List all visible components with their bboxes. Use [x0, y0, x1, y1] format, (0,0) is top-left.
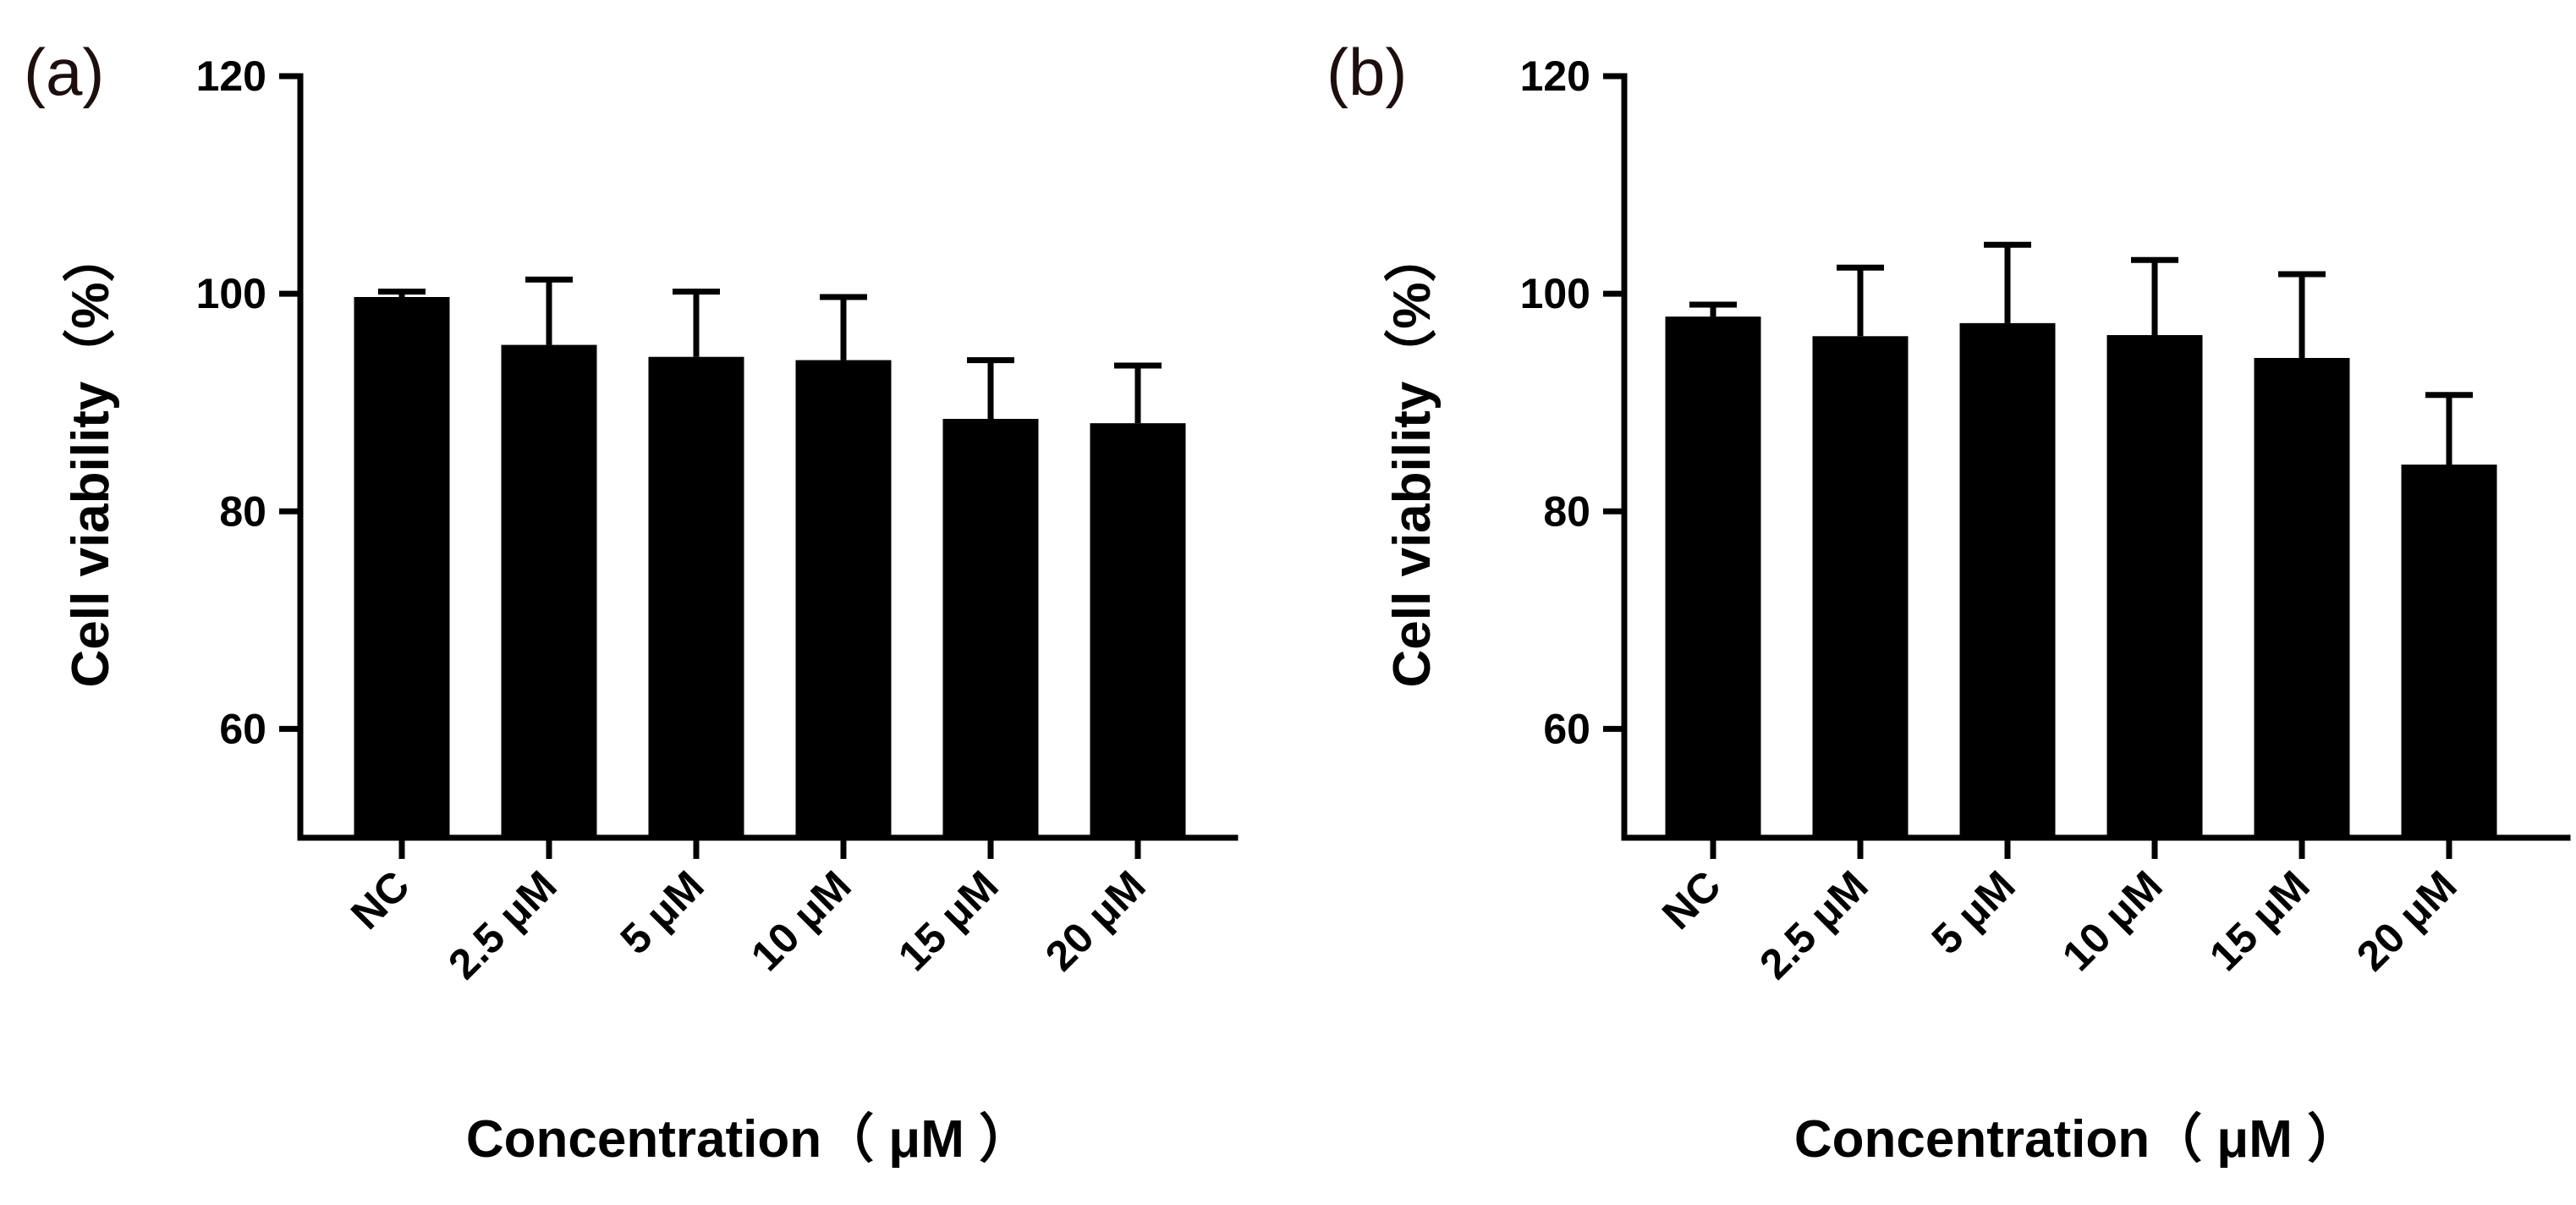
panel-a: (a) 60 80 100 120 NC 2.5 μM 5 μM 10 μM 15 μM 20 μ…: [24, 35, 1239, 1169]
x-tick-label-a-2: 5 μM: [612, 861, 713, 963]
plot-area-a: 60 80 100 120 NC 2.5 μM 5 μM 10 μM 15 μM 20 μM: [196, 52, 1239, 988]
y-tick-label-b-100: 100: [1520, 270, 1590, 317]
y-tick-label-b-60: 60: [1543, 705, 1590, 752]
y-tick-label-a-80: 80: [219, 487, 266, 535]
x-axis-title-b: Concentration（ μM ）: [1794, 1109, 2359, 1169]
x-tick-label-b-0: NC: [1653, 861, 1730, 938]
y-tick-label-b-120: 120: [1520, 52, 1590, 100]
x-tick-label-a-0: NC: [342, 861, 419, 938]
x-tick-label-b-3: 10 μM: [2053, 861, 2172, 980]
x-tick-label-a-1: 2.5 μM: [439, 861, 566, 988]
x-tick-label-b-5: 20 μM: [2348, 861, 2466, 980]
bar-b-4: [2254, 358, 2350, 838]
bar-a-5: [1090, 423, 1186, 838]
x-tick-label-a-5: 20 μM: [1036, 861, 1155, 980]
bar-b-3: [2106, 335, 2203, 838]
x-tick-label-b-2: 5 μM: [1923, 861, 2024, 963]
plot-area-b: 60 80 100 120 NC 2.5 μM 5 μM 10 μM 15 μM 20 μM: [1520, 52, 2571, 988]
bar-a-1: [501, 344, 597, 839]
panel-b: (b) 60 80 100 120 NC 2.5 μM 5 μM 10 μM 15 μM 20 μ…: [1326, 35, 2571, 1169]
y-tick-label-a-120: 120: [196, 52, 266, 100]
bar-b-5: [2401, 465, 2497, 838]
bar-b-2: [1959, 322, 2056, 838]
y-tick-label-b-80: 80: [1543, 487, 1590, 535]
bar-a-4: [942, 419, 1039, 838]
y-tick-label-a-60: 60: [219, 705, 266, 752]
y-axis-title-b: Cell viability（%）: [1382, 230, 1442, 688]
x-tick-label-a-4: 15 μM: [889, 861, 1008, 980]
bar-b-1: [1812, 336, 1909, 838]
bar-b-0: [1665, 316, 1761, 839]
panel-label-a: (a): [24, 35, 104, 109]
y-axis-title-a: Cell viability（%）: [61, 230, 120, 688]
bar-a-2: [648, 356, 744, 838]
x-tick-label-a-3: 10 μM: [742, 861, 860, 980]
bar-a-3: [795, 360, 892, 839]
x-axis-title-a: Concentration（ μM ）: [466, 1109, 1031, 1169]
panel-label-b: (b): [1326, 35, 1407, 109]
y-tick-label-a-100: 100: [196, 270, 266, 317]
x-tick-label-b-4: 15 μM: [2200, 861, 2319, 980]
x-tick-label-b-1: 2.5 μM: [1750, 861, 1877, 988]
bar-a-0: [354, 297, 450, 838]
